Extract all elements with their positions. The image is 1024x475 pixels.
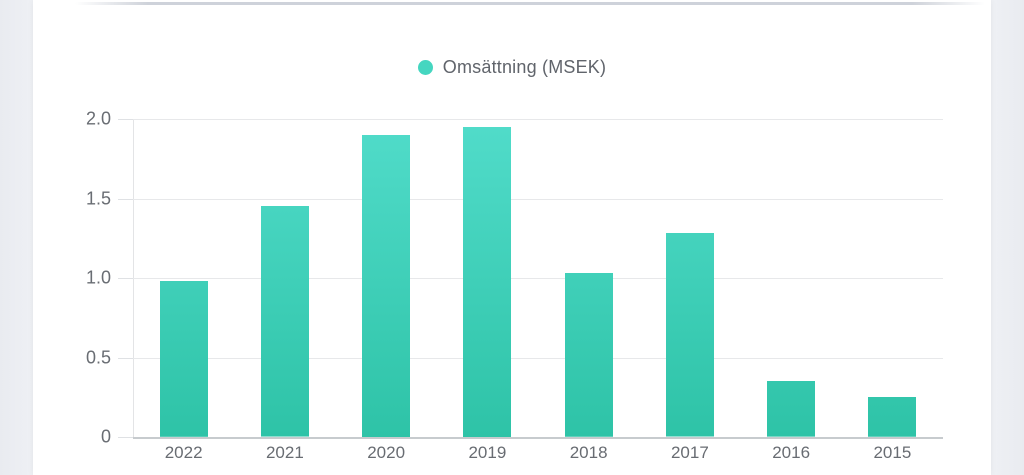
bar-2017[interactable] (665, 233, 714, 437)
y-tick-mark (118, 198, 133, 200)
legend-item-omsattning[interactable]: Omsättning (MSEK) (33, 56, 991, 78)
card-top-border (75, 2, 985, 5)
y-axis-label: 1.0 (85, 267, 111, 288)
gridline (133, 278, 943, 279)
gridline (133, 357, 943, 359)
bar-2015[interactable] (868, 397, 917, 437)
bar-2022[interactable] (159, 281, 208, 437)
x-axis-label-2016: 2016 (772, 443, 811, 462)
bar-slot (437, 119, 538, 437)
y-tick-mark (118, 357, 133, 359)
bar-slot (234, 119, 335, 437)
y-axis-label: 2.0 (85, 108, 111, 129)
bar-slot (741, 119, 842, 437)
y-axis-label: 0.5 (85, 347, 111, 367)
x-axis-label-2015: 2015 (873, 443, 912, 462)
bar-2016[interactable] (767, 381, 816, 437)
gridline (133, 119, 943, 120)
bar-2018[interactable] (564, 273, 613, 437)
bar-slot (336, 119, 437, 437)
plot-area (133, 119, 943, 439)
x-axis-label-2020: 2020 (367, 443, 406, 462)
x-axis-label-2018: 2018 (569, 443, 608, 462)
x-axis-labels: 2022 2021 2020 2019 2018 2017 2016 2015 (133, 443, 943, 467)
bar-slot (842, 119, 943, 437)
x-axis-label-2021: 2021 (265, 443, 304, 462)
bar-2021[interactable] (260, 206, 309, 437)
legend-label: Omsättning (MSEK) (442, 56, 607, 77)
y-tick-mark (118, 119, 133, 120)
bar-slot (538, 119, 639, 437)
chart-card: Omsättning (MSEK) 2.0 1.5 1.0 0.5 0 2022 2021… (33, 0, 991, 475)
y-tick-mark (118, 437, 133, 438)
x-axis-baseline (133, 437, 943, 439)
x-axis-label-2022: 2022 (164, 443, 203, 462)
bars-row (133, 119, 943, 437)
bar-slot (639, 119, 740, 437)
legend-dot-icon (417, 59, 433, 75)
y-axis-labels: 2.0 1.5 1.0 0.5 0 (33, 109, 111, 447)
gridline (133, 198, 943, 200)
y-axis-label: 0 (100, 426, 111, 447)
bar-2020[interactable] (362, 134, 411, 437)
x-axis-label-2017: 2017 (670, 443, 709, 462)
y-tick-mark (118, 278, 133, 279)
x-axis-label-2019: 2019 (468, 443, 507, 462)
bar-slot (133, 119, 234, 437)
bar-2019[interactable] (463, 126, 512, 437)
y-axis-ticks (118, 119, 133, 438)
y-axis-label: 1.5 (85, 188, 111, 208)
